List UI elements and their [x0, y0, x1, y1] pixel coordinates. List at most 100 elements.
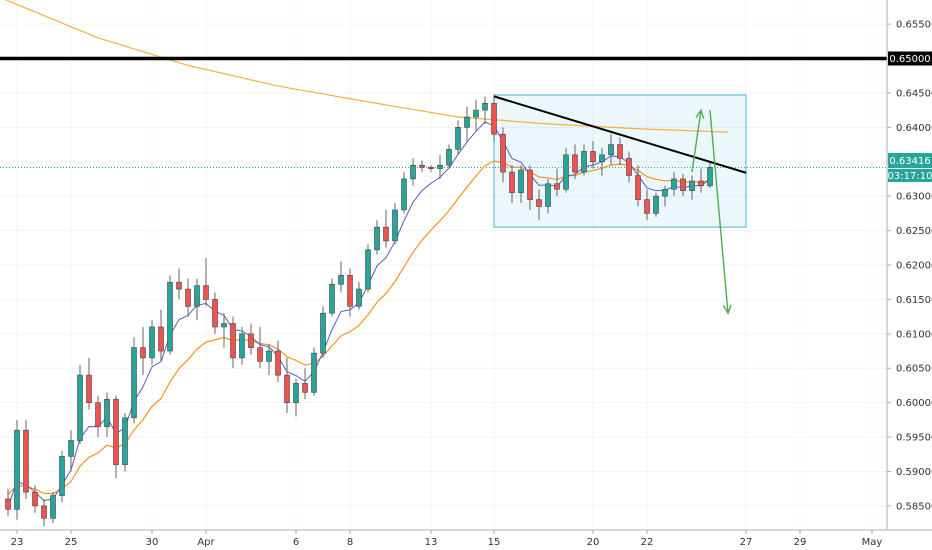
candle-body [185, 288, 191, 307]
candle [446, 144, 452, 169]
candle-body [428, 166, 434, 169]
arrow-down [709, 110, 732, 315]
time-tick-label: 25 [65, 537, 78, 548]
candle [572, 144, 578, 179]
time-tick-label: 20 [587, 537, 600, 548]
candle [338, 261, 344, 293]
candle-body [419, 164, 425, 168]
candle-body [518, 169, 524, 194]
candle-body [536, 199, 542, 207]
candle [275, 340, 281, 383]
candle-body [527, 169, 533, 200]
candle-body [446, 149, 452, 166]
candle-body [608, 144, 614, 156]
candle-body [203, 285, 209, 300]
candle-body [509, 171, 515, 194]
candle [5, 488, 11, 517]
candle [365, 244, 371, 293]
candle [113, 395, 119, 479]
candle-body [590, 151, 596, 163]
candle [545, 178, 551, 214]
current-price-badge [888, 153, 932, 168]
candle [617, 137, 623, 166]
candle [410, 158, 416, 186]
candle [320, 306, 326, 358]
countdown-badge [888, 169, 932, 182]
candle-body [365, 249, 371, 290]
candle-body [464, 116, 470, 128]
ma-long-line [4, 0, 729, 133]
candle [293, 378, 299, 417]
candle-body [14, 429, 20, 510]
candle-body [698, 180, 704, 187]
candle [644, 189, 650, 221]
arrow-up [691, 108, 705, 173]
candle [212, 292, 218, 334]
candle-body [635, 175, 641, 200]
candle-body [644, 199, 650, 214]
candle [356, 282, 362, 310]
candle [59, 450, 65, 503]
candle-body [473, 109, 479, 118]
candle-body [149, 326, 155, 359]
candle [41, 499, 47, 527]
candle [167, 275, 173, 355]
candle [707, 161, 713, 188]
trendline [493, 95, 747, 174]
candle [158, 309, 164, 362]
time-tick-label: 29 [794, 537, 807, 548]
candle [32, 485, 38, 513]
resistance-price-label: 0.65000 [889, 54, 930, 65]
candle [329, 278, 335, 317]
candle [176, 268, 182, 300]
candle-body [554, 183, 560, 190]
candle-body [257, 347, 263, 362]
candle-body [122, 417, 128, 465]
resistance-price-badge [888, 51, 932, 66]
candle [590, 141, 596, 169]
candle-body [410, 164, 416, 180]
candle-body [482, 102, 488, 111]
candle [230, 316, 236, 369]
candle [14, 419, 20, 520]
candle [203, 258, 209, 307]
grid [0, 0, 887, 530]
candle-body [581, 151, 587, 173]
candle-body [572, 154, 578, 173]
candle [392, 203, 398, 245]
candle-body [140, 347, 146, 359]
candle [662, 185, 668, 207]
candle-body [284, 374, 290, 403]
candle-body [41, 505, 47, 519]
candle-body [176, 281, 182, 290]
candle [140, 326, 146, 376]
candle [491, 96, 497, 142]
candle [554, 168, 560, 197]
candle-body [302, 383, 308, 393]
time-axis[interactable]: 23 25 30 Apr 6 8 13 15 20 22 27 29 May [11, 530, 883, 548]
candle-body [392, 209, 398, 242]
candle-body [5, 498, 11, 510]
candle-body [158, 326, 164, 352]
arrow-up-shaft [691, 110, 702, 173]
candle [131, 337, 137, 424]
candle [239, 326, 245, 365]
candle-body [662, 188, 668, 197]
candle-body [356, 288, 362, 307]
candle [599, 147, 605, 176]
candle-body [545, 183, 551, 207]
candle [50, 492, 56, 524]
candle [419, 160, 425, 173]
candle-body [347, 275, 353, 307]
candle [527, 165, 533, 210]
candle [194, 278, 200, 321]
candle-body [95, 402, 101, 428]
candle [221, 313, 227, 348]
